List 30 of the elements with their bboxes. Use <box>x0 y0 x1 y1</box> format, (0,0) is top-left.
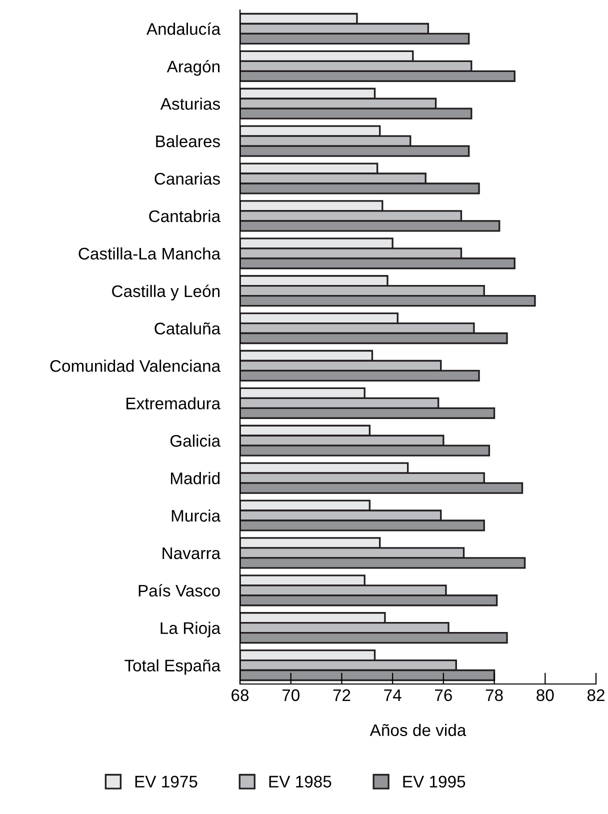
x-axis-title: Años de vida <box>370 724 466 736</box>
x-tick-label: 76 <box>435 689 452 702</box>
y-tick-label: Cantabria <box>149 210 221 222</box>
y-tick-label: Canarias <box>154 172 220 185</box>
x-tick-label: 70 <box>282 689 300 702</box>
y-tick-label: Castilla-La Mancha <box>78 247 221 260</box>
x-tick-label: 82 <box>587 689 604 702</box>
legend-label: EV 1995 <box>403 776 466 788</box>
y-tick-label: Galicia <box>170 434 221 447</box>
y-tick-label: Navarra <box>162 548 221 560</box>
y-tick-label: Castilla y León <box>112 284 220 300</box>
y-tick-label: Cataluña <box>154 322 221 334</box>
y-tick-label: País Vasco <box>138 584 220 597</box>
y-tick-label: Comunidad Valenciana <box>50 360 221 372</box>
x-tick-label: 72 <box>333 689 350 701</box>
y-tick-label: Madrid <box>170 472 220 484</box>
y-tick-label: Extremadura <box>126 397 221 410</box>
y-tick-label: Baleares <box>156 135 220 148</box>
legend-label: EV 1975 <box>135 776 198 788</box>
y-tick-label: Murcia <box>172 509 221 522</box>
x-tick-label: 80 <box>536 689 554 702</box>
x-tick-label: 74 <box>384 689 402 701</box>
y-tick-label: La Rioja <box>160 622 221 638</box>
x-tick-label: 78 <box>486 689 503 702</box>
y-tick-label: Total España <box>124 659 221 675</box>
x-tick-label: 68 <box>232 689 249 702</box>
y-tick-label: Andalucía <box>146 22 221 35</box>
y-tick-label: Asturias <box>160 98 220 110</box>
y-tick-label: Aragón <box>166 60 220 76</box>
legend-label: EV 1985 <box>269 776 332 788</box>
